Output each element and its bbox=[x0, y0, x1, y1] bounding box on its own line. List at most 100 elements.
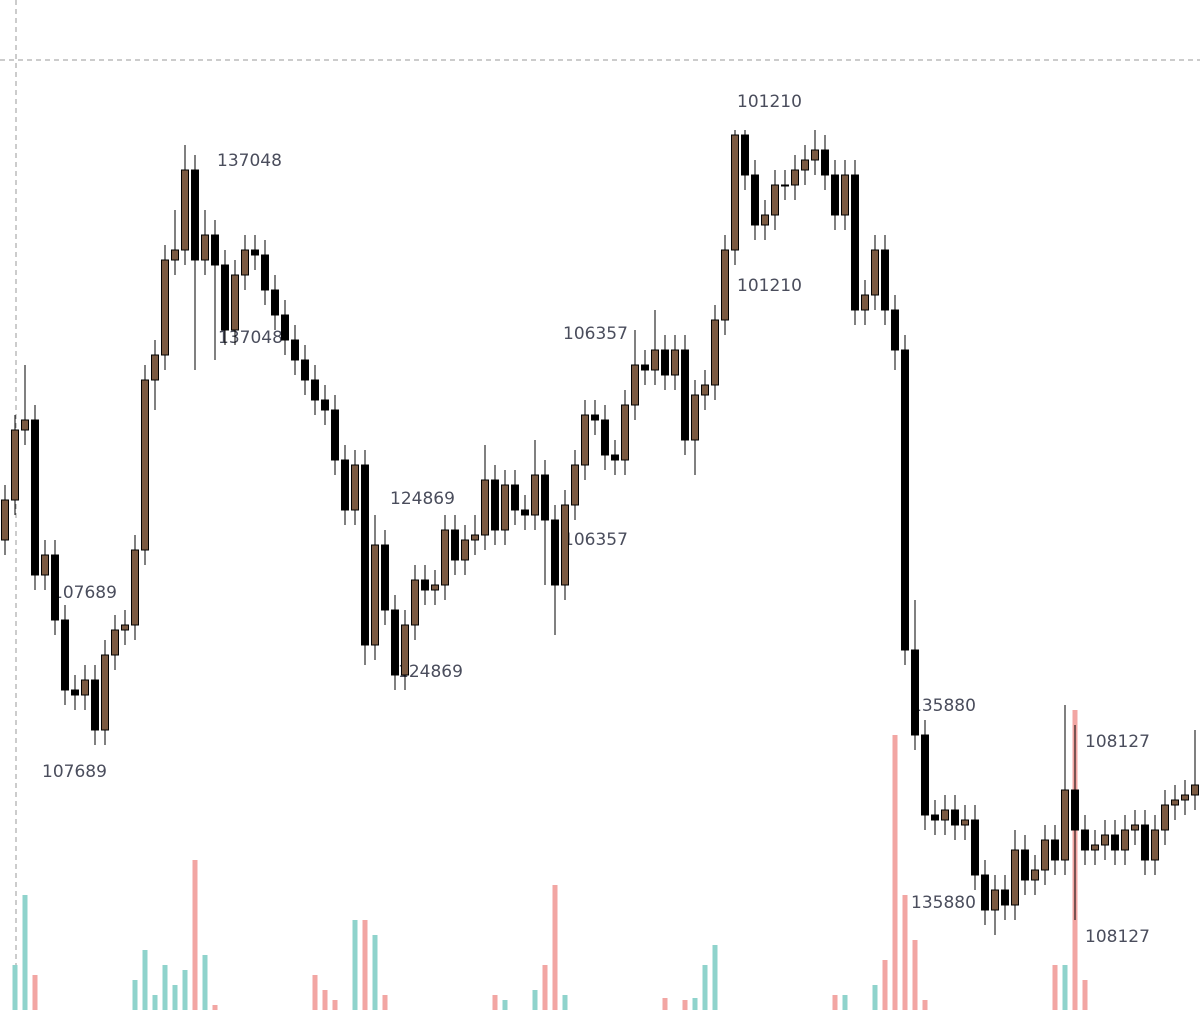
candle-body bbox=[31, 419, 39, 576]
candle-body bbox=[171, 249, 179, 261]
volume-bar bbox=[362, 920, 368, 1010]
candle-body bbox=[121, 624, 129, 631]
candle-body bbox=[541, 474, 549, 521]
volume-bar bbox=[872, 985, 878, 1010]
candle-body bbox=[791, 169, 799, 186]
candle-body bbox=[941, 809, 949, 821]
candle-body bbox=[581, 414, 589, 466]
candle-body bbox=[461, 539, 469, 561]
candle-body bbox=[1111, 834, 1119, 851]
candle-body bbox=[491, 479, 499, 531]
annotations: 137048 137048 107689 107689 124869 124869 1063… bbox=[42, 92, 1150, 947]
volume-bar bbox=[142, 950, 148, 1010]
candle-body bbox=[651, 349, 659, 371]
volume-bar bbox=[372, 935, 378, 1010]
candle-body bbox=[631, 364, 639, 406]
candle-body bbox=[981, 874, 989, 911]
candle-body bbox=[1091, 844, 1099, 851]
candle-body bbox=[741, 134, 749, 176]
candles bbox=[1, 130, 1199, 935]
candle-body bbox=[111, 629, 119, 656]
volume-bar bbox=[702, 965, 708, 1010]
candle-body bbox=[351, 464, 359, 511]
price-annotation: 135880 bbox=[911, 696, 976, 716]
volume-bar bbox=[12, 965, 18, 1010]
volume-bar bbox=[202, 955, 208, 1010]
price-annotation: 137048 bbox=[217, 151, 282, 171]
candle-body bbox=[511, 484, 519, 511]
candle-body bbox=[241, 249, 249, 276]
volume-bar bbox=[662, 998, 668, 1010]
candle-body bbox=[301, 359, 309, 381]
candle-body bbox=[211, 234, 219, 266]
volume-bar bbox=[542, 965, 548, 1010]
candle-body bbox=[191, 169, 199, 261]
volume-bar bbox=[832, 995, 838, 1010]
price-annotation: 107689 bbox=[52, 583, 117, 603]
candle-body bbox=[411, 579, 419, 626]
price-annotation: 137048 bbox=[218, 328, 283, 348]
candle-body bbox=[41, 554, 49, 576]
volume-bar bbox=[912, 940, 918, 1010]
candle-body bbox=[861, 294, 869, 311]
candle-body bbox=[881, 249, 889, 311]
candle-body bbox=[551, 519, 559, 586]
volume-bar bbox=[882, 960, 888, 1010]
volume-bar bbox=[492, 995, 498, 1010]
candle-body bbox=[951, 809, 959, 826]
candle-body bbox=[721, 249, 729, 321]
candle-body bbox=[1151, 829, 1159, 861]
price-annotation: 106357 bbox=[563, 530, 628, 550]
volume-bar bbox=[552, 885, 558, 1010]
volume-bar bbox=[1082, 980, 1088, 1010]
candle-body bbox=[481, 479, 489, 536]
candle-body bbox=[381, 544, 389, 611]
candle-body bbox=[1051, 839, 1059, 861]
candle-body bbox=[131, 549, 139, 626]
candle-body bbox=[571, 464, 579, 506]
candle-body bbox=[281, 314, 289, 341]
price-annotation: 101210 bbox=[737, 92, 802, 112]
candle-body bbox=[1141, 824, 1149, 861]
candle-body bbox=[961, 819, 969, 826]
candle-body bbox=[1061, 789, 1069, 861]
candle-body bbox=[931, 814, 939, 821]
volume-bar bbox=[332, 1000, 338, 1010]
candle-body bbox=[531, 474, 539, 516]
volume-bar bbox=[922, 1000, 928, 1010]
volume-bar bbox=[712, 945, 718, 1010]
candle-body bbox=[341, 459, 349, 511]
candle-body bbox=[151, 354, 159, 381]
volume-bar bbox=[132, 980, 138, 1010]
candle-body bbox=[401, 624, 409, 676]
candle-body bbox=[1011, 849, 1019, 906]
candle-body bbox=[591, 414, 599, 421]
candle-body bbox=[1, 499, 9, 541]
candle-body bbox=[81, 679, 89, 696]
volume-bar bbox=[32, 975, 38, 1010]
candle-body bbox=[421, 579, 429, 591]
volume-bar bbox=[152, 995, 158, 1010]
candle-body bbox=[201, 234, 209, 261]
volume-bar bbox=[1052, 965, 1058, 1010]
price-annotation: 124869 bbox=[398, 662, 463, 682]
volume-bar bbox=[212, 1005, 218, 1010]
candle-body bbox=[851, 174, 859, 311]
candle-body bbox=[331, 409, 339, 461]
candle-body bbox=[691, 394, 699, 441]
candle-body bbox=[711, 319, 719, 386]
candle-body bbox=[1001, 889, 1009, 906]
price-annotation: 108127 bbox=[1085, 732, 1150, 752]
volume-bar bbox=[22, 895, 28, 1010]
candle-body bbox=[51, 554, 59, 621]
candle-body bbox=[1041, 839, 1049, 871]
candle-body bbox=[311, 379, 319, 401]
candle-body bbox=[701, 384, 709, 396]
price-annotation: 108127 bbox=[1085, 927, 1150, 947]
candle-body bbox=[841, 174, 849, 216]
candle-body bbox=[771, 184, 779, 216]
candle-body bbox=[251, 249, 259, 256]
candle-body bbox=[441, 529, 449, 586]
candle-body bbox=[641, 364, 649, 371]
